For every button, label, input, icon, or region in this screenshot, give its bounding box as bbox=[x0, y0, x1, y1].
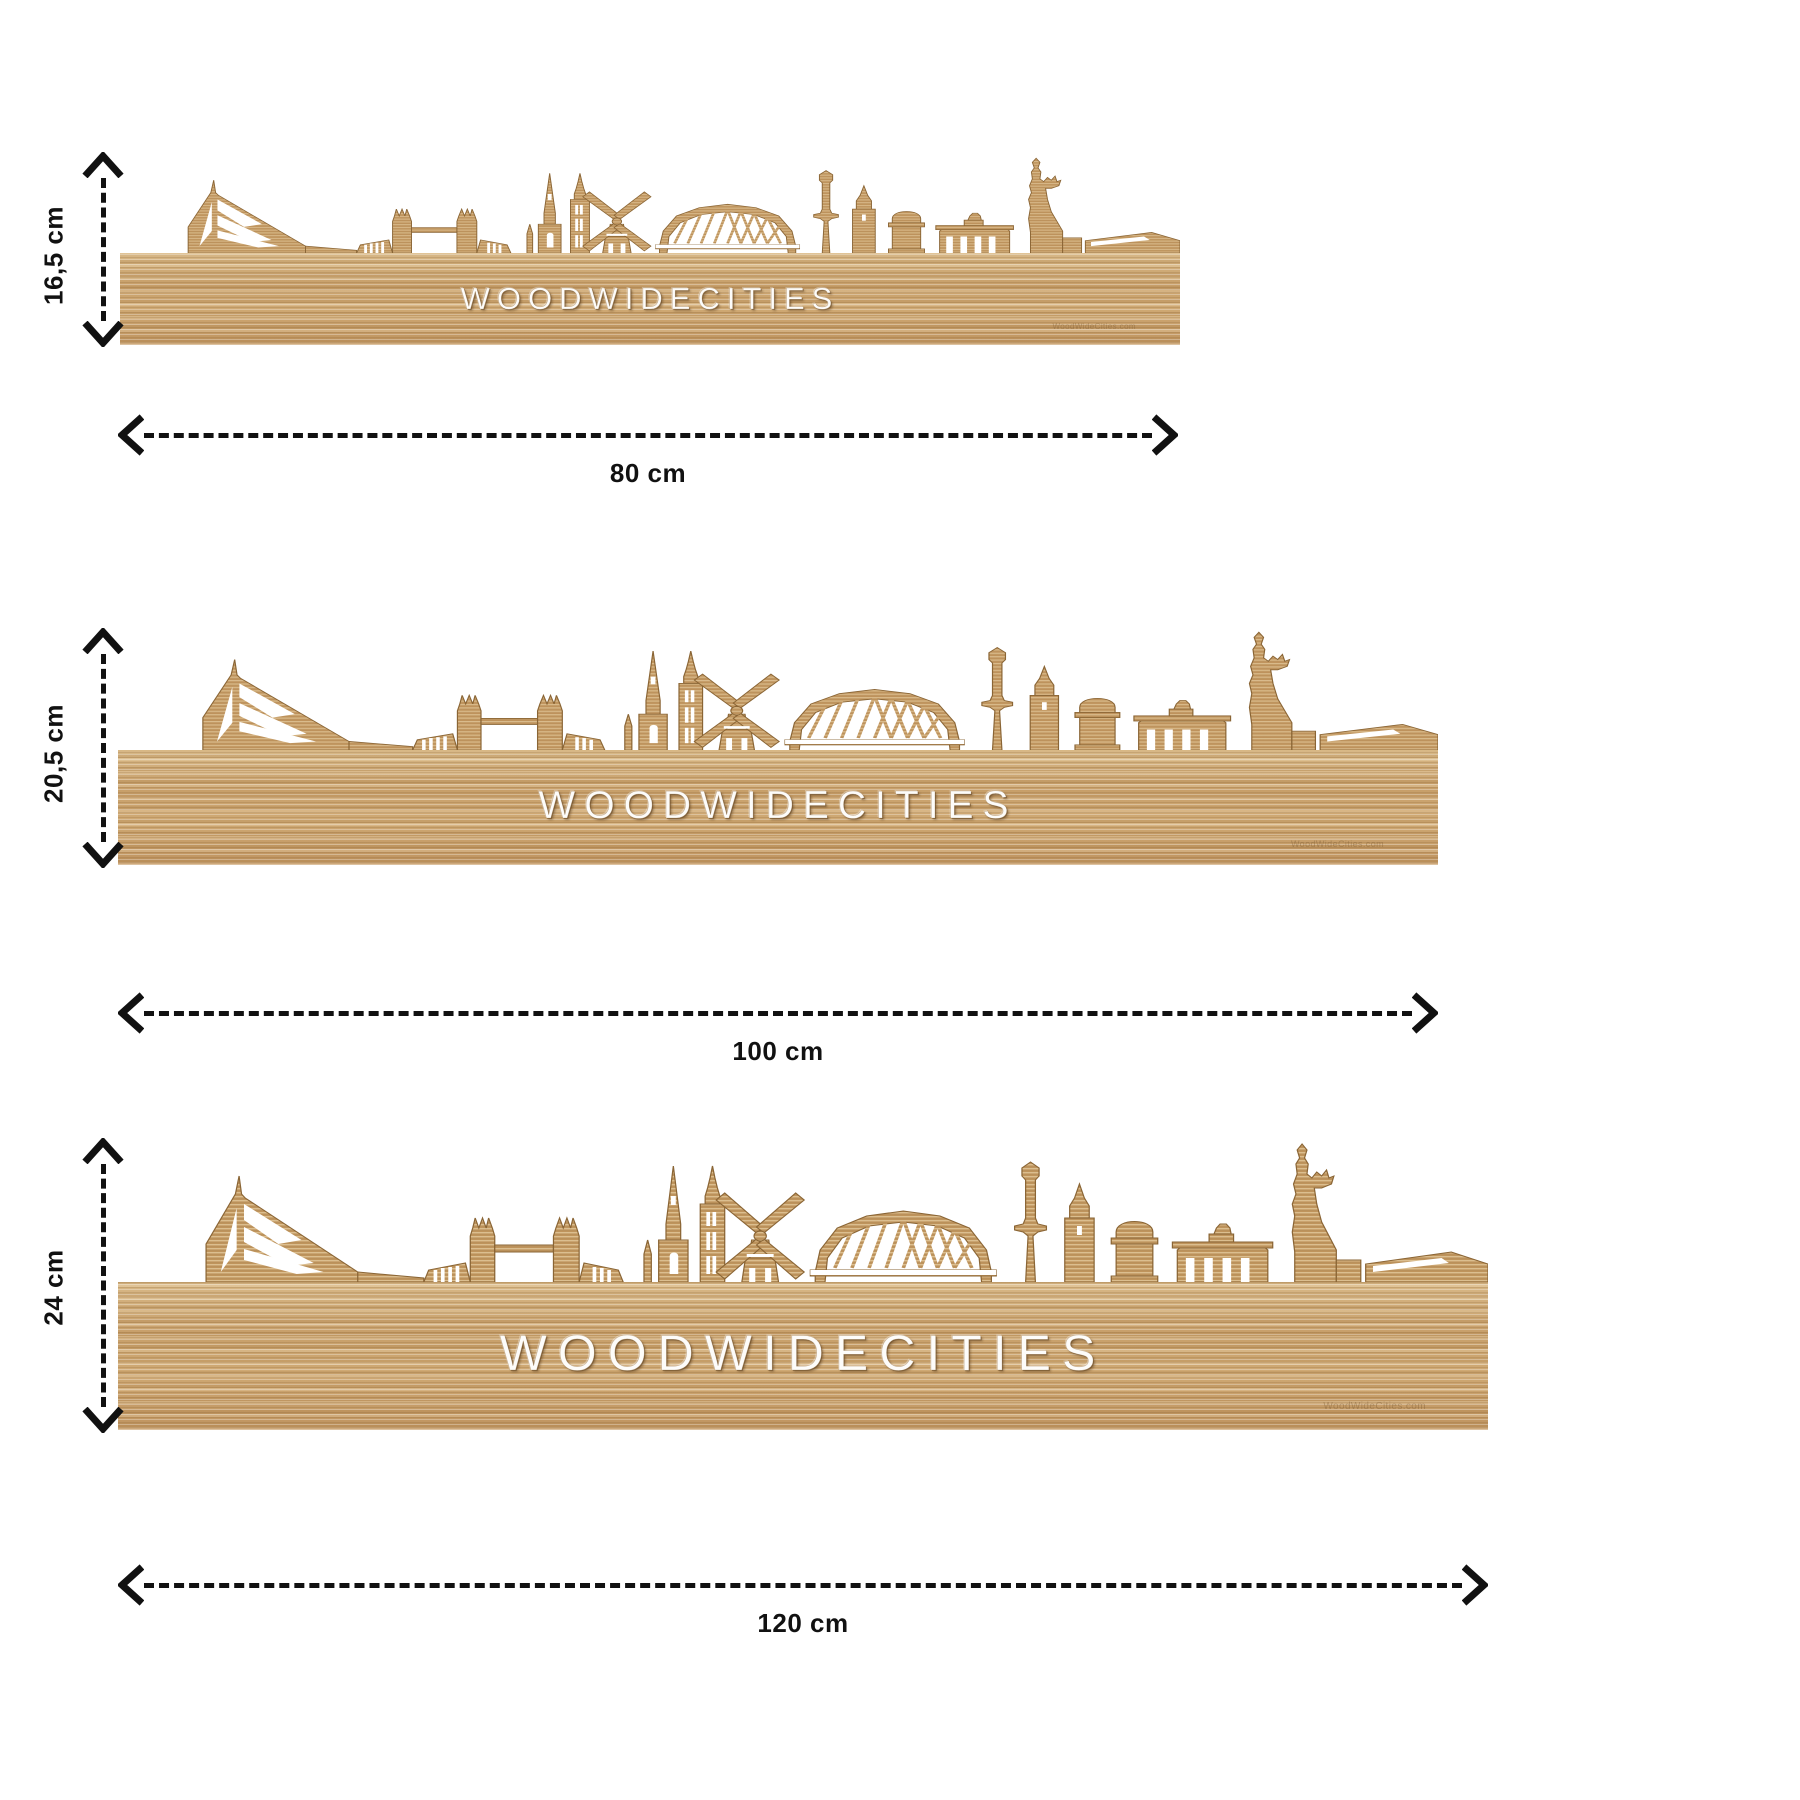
brand-watermark-80: WoodWideCities.com bbox=[1052, 322, 1136, 331]
arrow-left-icon bbox=[118, 992, 144, 1034]
brand-watermark-100: WoodWideCities.com bbox=[1290, 839, 1384, 849]
product-variant-80cm: WOODWIDECITIES WoodWideCities.com bbox=[120, 150, 1184, 350]
width-dimension-100 bbox=[118, 992, 1438, 1034]
wooden-board-120: WOODWIDECITIES WoodWideCities.com bbox=[118, 1142, 1492, 1435]
arrow-up-icon bbox=[82, 152, 124, 178]
product-variant-100cm: WOODWIDECITIES WoodWideCities.com bbox=[118, 625, 1442, 870]
wooden-board-100: WOODWIDECITIES WoodWideCities.com bbox=[118, 630, 1442, 870]
arrow-down-icon bbox=[82, 842, 124, 868]
height-dimension-100 bbox=[81, 628, 125, 868]
width-dimension-120 bbox=[118, 1564, 1488, 1606]
height-dimension-80 bbox=[81, 152, 125, 347]
height-label-100: 20,5 cm bbox=[38, 704, 69, 803]
wooden-board-80: WOODWIDECITIES WoodWideCities.com bbox=[120, 156, 1184, 350]
arrow-down-icon bbox=[82, 321, 124, 347]
wood-texture bbox=[120, 253, 1180, 345]
skyline-silhouette-100 bbox=[201, 630, 1438, 750]
skyline-silhouette-120 bbox=[204, 1142, 1488, 1282]
brand-watermark-120: WoodWideCities.com bbox=[1323, 1401, 1426, 1412]
width-label-100: 100 cm bbox=[732, 1036, 824, 1066]
height-dimension-120 bbox=[81, 1138, 125, 1433]
arrow-left-icon bbox=[118, 1564, 144, 1606]
wood-texture bbox=[118, 1282, 1488, 1430]
height-label-120: 24 cm bbox=[38, 1249, 69, 1326]
arrow-up-icon bbox=[82, 1138, 124, 1164]
height-label-80: 16,5 cm bbox=[38, 206, 69, 305]
width-label-120: 120 cm bbox=[757, 1608, 849, 1638]
arrow-down-icon bbox=[82, 1407, 124, 1433]
skyline-silhouette-80 bbox=[186, 156, 1180, 253]
engraved-brand-text-100: WOODWIDECITIES bbox=[538, 784, 1018, 828]
arrow-right-icon bbox=[1152, 414, 1178, 456]
width-label-80: 80 cm bbox=[609, 458, 687, 488]
arrow-left-icon bbox=[118, 414, 144, 456]
arrow-up-icon bbox=[82, 628, 124, 654]
engraved-brand-text-120: WOODWIDECITIES bbox=[499, 1325, 1107, 1382]
product-variant-120cm: WOODWIDECITIES WoodWideCities.com bbox=[118, 1135, 1492, 1435]
width-dimension-80 bbox=[118, 414, 1178, 456]
arrow-right-icon bbox=[1412, 992, 1438, 1034]
wood-texture bbox=[118, 750, 1438, 865]
engraved-brand-text-80: WOODWIDECITIES bbox=[460, 281, 840, 317]
arrow-right-icon bbox=[1462, 1564, 1488, 1606]
